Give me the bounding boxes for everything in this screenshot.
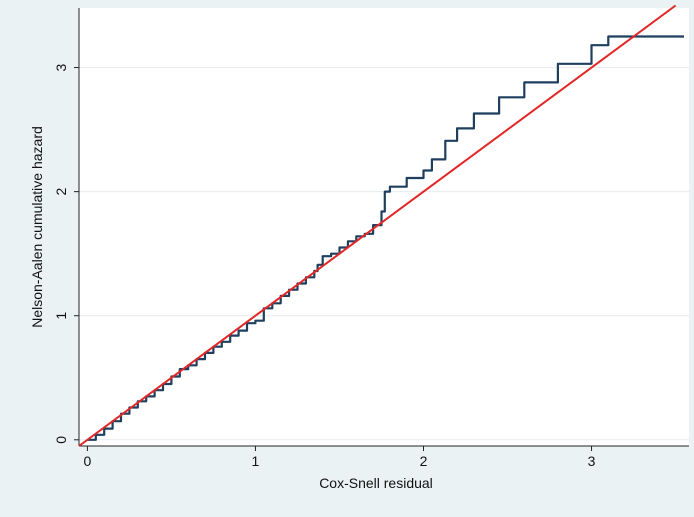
x-tick-label: 2 — [420, 453, 428, 469]
y-tick-label: 2 — [53, 188, 69, 196]
y-tick-label: 0 — [53, 436, 69, 444]
x-axis-title: Cox-Snell residual — [319, 475, 433, 491]
y-tick-label: 1 — [53, 312, 69, 320]
y-axis-title: Nelson-Aalen cumulative hazard — [29, 126, 45, 328]
x-tick-label: 0 — [84, 453, 92, 469]
reference-line — [78, 4, 677, 447]
nelson-aalen-series-line — [87, 35, 684, 441]
series-layer — [78, 4, 684, 447]
x-tick-label: 3 — [588, 453, 596, 469]
y-tick-label: 3 — [53, 63, 69, 71]
axis-layer: 0 1 2 3 0 1 2 3 — [53, 8, 689, 469]
x-tick-label: 1 — [252, 453, 260, 469]
